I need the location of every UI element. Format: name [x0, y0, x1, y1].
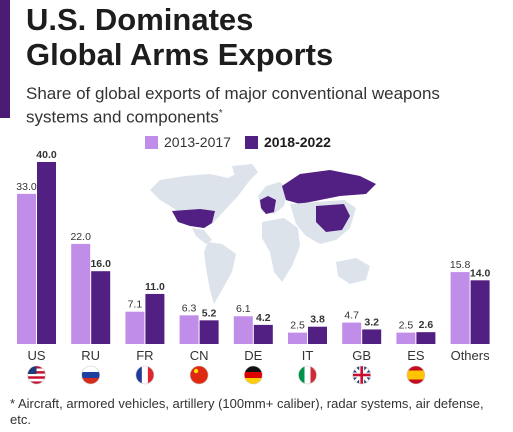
bar-it-2013-2017 [288, 332, 307, 344]
title-line-1: U.S. Dominates [26, 2, 254, 37]
category-label-cn: CN [190, 348, 209, 363]
bar-de-2018-2022 [253, 324, 273, 344]
value-label-gb-2013-2017: 4.7 [344, 310, 359, 322]
value-label-others-2018-2022: 14.0 [470, 267, 491, 279]
map-australia [336, 258, 370, 284]
category-labels-layer: US RU FR CN DE IT GB ES Others [27, 348, 490, 363]
ru-flag-icon [81, 365, 100, 385]
map-europe-exporters [260, 196, 276, 214]
value-label-gb-2018-2022: 3.2 [364, 316, 379, 328]
value-label-fr-2013-2017: 7.1 [128, 299, 143, 311]
category-label-others: Others [451, 348, 491, 363]
us-flag-icon [27, 365, 46, 385]
value-label-de-2013-2017: 6.1 [236, 303, 251, 315]
legend-item-2013-2017: 2013-2017 [145, 134, 231, 150]
bar-gb-2018-2022 [362, 329, 382, 344]
world-map [150, 164, 376, 304]
bar-cn-2018-2022 [199, 320, 219, 344]
legend: 2013-2017 2018-2022 [145, 134, 345, 150]
bar-cn-2013-2017 [179, 315, 199, 344]
bar-chart: 33.0 40.0 22.0 16.0 7.111.0 6.3 5.2 6.1 4.2 2.5 3.… [16, 149, 490, 385]
map-africa [262, 218, 300, 282]
subtitle-footnote-mark: * [218, 108, 223, 119]
bar-es-2018-2022 [416, 332, 436, 344]
legend-swatch-dark [244, 135, 258, 149]
bar-us-2018-2022 [37, 162, 56, 344]
bar-others-2018-2022 [470, 280, 490, 344]
value-label-fr-2018-2022: 11.0 [145, 281, 165, 293]
map-south-america [204, 242, 236, 304]
es-flag-icon [406, 365, 426, 385]
value-label-it-2018-2022: 3.8 [310, 314, 325, 326]
bars-layer [17, 162, 490, 344]
cn-flag-icon [189, 365, 209, 385]
value-label-cn-2018-2022: 5.2 [202, 307, 217, 319]
value-label-de-2018-2022: 4.2 [256, 312, 271, 324]
bar-it-2018-2022 [308, 326, 327, 344]
category-label-ru: RU [81, 348, 100, 363]
de-flag-icon [244, 365, 263, 385]
bar-gb-2013-2017 [342, 322, 362, 344]
bar-ru-2018-2022 [91, 271, 111, 344]
map-greenland [232, 164, 258, 182]
footnote: * Aircraft, armored vehicles, artillery … [10, 396, 484, 427]
bar-ru-2013-2017 [71, 243, 91, 344]
flags-layer [27, 365, 426, 385]
value-label-cn-2013-2017: 6.3 [182, 302, 197, 314]
category-label-it: IT [302, 348, 314, 363]
bar-de-2013-2017 [233, 316, 253, 344]
value-label-ru-2018-2022: 16.0 [90, 258, 111, 270]
map-china [316, 204, 350, 232]
legend-item-2018-2022: 2018-2022 [244, 134, 331, 150]
map-usa [172, 209, 215, 228]
bar-others-2013-2017 [450, 272, 470, 344]
subtitle-text: Share of global exports of major convent… [26, 84, 440, 127]
legend-label-2018-2022: 2018-2022 [263, 134, 331, 150]
chart-title: U.S. Dominates Global Arms Exports [26, 2, 333, 72]
it-flag-icon [298, 365, 317, 385]
value-label-us-2013-2017: 33.0 [16, 181, 37, 193]
category-label-de: DE [244, 348, 262, 363]
value-label-es-2013-2017: 2.5 [399, 320, 414, 332]
value-label-it-2013-2017: 2.5 [290, 320, 305, 332]
map-central-america [192, 228, 212, 244]
bar-fr-2013-2017 [125, 311, 145, 344]
category-label-us: US [27, 348, 45, 363]
value-labels-layer: 33.0 40.0 22.0 16.0 7.111.0 6.3 5.2 6.1 4.2 2.5 3.… [16, 149, 490, 332]
value-label-others-2013-2017: 15.8 [450, 259, 471, 271]
map-russia [282, 170, 376, 204]
legend-swatch-light [145, 135, 158, 149]
value-label-ru-2013-2017: 22.0 [70, 231, 91, 243]
fr-flag-icon [135, 365, 155, 385]
category-label-fr: FR [136, 348, 153, 363]
category-label-gb: GB [352, 348, 371, 363]
bar-es-2013-2017 [396, 332, 416, 344]
title-accent-bar [0, 0, 10, 118]
title-line-2: Global Arms Exports [26, 37, 334, 72]
legend-label-2013-2017: 2013-2017 [164, 134, 231, 150]
chart-subtitle: Share of global exports of major convent… [26, 84, 466, 128]
gb-flag-icon [352, 365, 372, 385]
category-label-es: ES [407, 348, 425, 363]
bar-fr-2018-2022 [145, 293, 165, 344]
value-label-us-2018-2022: 40.0 [36, 149, 57, 161]
map-north-america [150, 172, 250, 228]
bar-us-2013-2017 [17, 193, 36, 344]
value-label-es-2018-2022: 2.6 [419, 319, 434, 331]
